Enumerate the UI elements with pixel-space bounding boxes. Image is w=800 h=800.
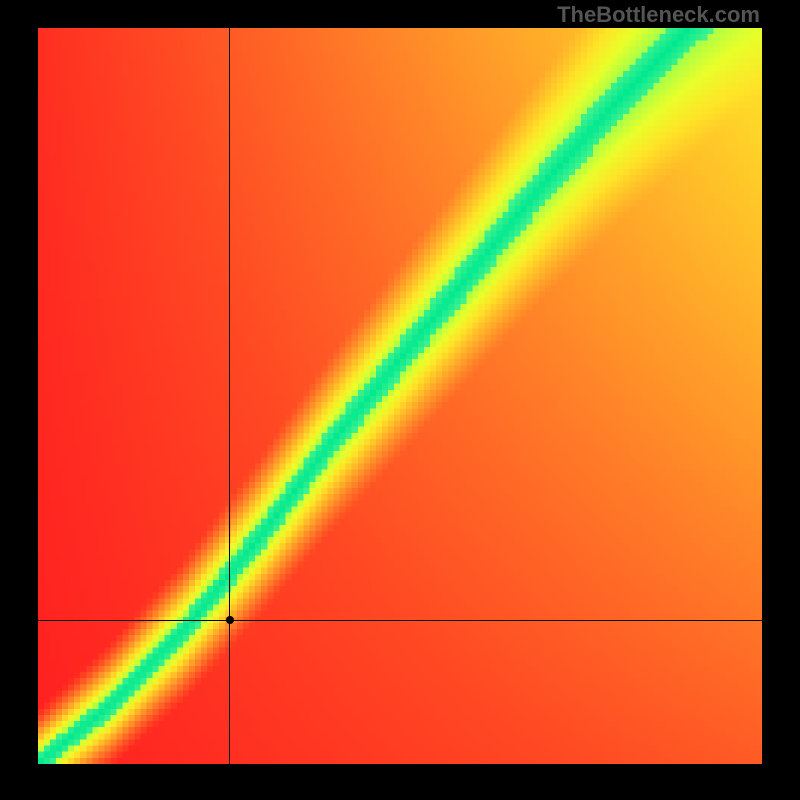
crosshair-horizontal bbox=[38, 620, 762, 621]
watermark-label: TheBottleneck.com bbox=[557, 2, 760, 28]
crosshair-vertical bbox=[229, 28, 230, 764]
heatmap-canvas bbox=[38, 28, 762, 764]
